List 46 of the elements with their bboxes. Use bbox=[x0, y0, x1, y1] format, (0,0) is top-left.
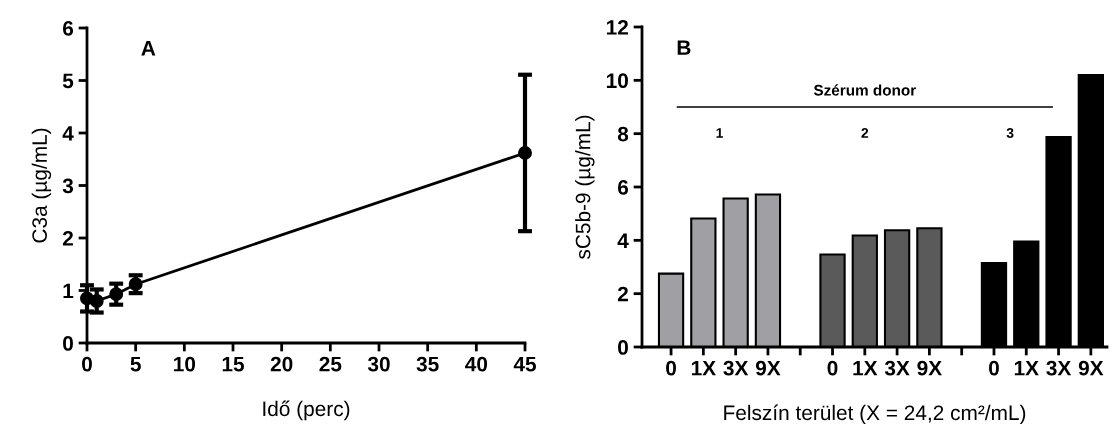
x-tick-label: 40 bbox=[465, 356, 488, 372]
annotation: 2 bbox=[861, 128, 869, 138]
x-axis-title: Felszín terület (X = 24,2 cm²/mL) bbox=[724, 404, 1026, 424]
annotation: B bbox=[677, 40, 691, 55]
y-axis-title: sC5b-9 (µg/mL) bbox=[575, 115, 595, 259]
y-tick-label: 8 bbox=[617, 126, 629, 142]
x-tick-label: 1X bbox=[691, 360, 716, 376]
x-tick-label: 0 bbox=[82, 356, 92, 372]
x-tick-label: 0 bbox=[666, 360, 676, 376]
x-tick-label: 3X bbox=[723, 360, 749, 376]
y-tick-label: 6 bbox=[617, 180, 629, 195]
y-tick-label: 0 bbox=[63, 336, 73, 351]
x-tick-label: 15 bbox=[222, 356, 245, 372]
x-tick-label: 0 bbox=[827, 360, 838, 376]
y-tick-label: 5 bbox=[62, 73, 74, 89]
x-tick-label: 10 bbox=[174, 356, 196, 372]
ref-line-label: Szérum donor bbox=[813, 84, 916, 96]
y-tick-label: 0 bbox=[618, 340, 628, 355]
x-tick-label: 3X bbox=[1046, 360, 1072, 376]
y-tick-label: 4 bbox=[62, 126, 74, 141]
x-tick-label: 5 bbox=[130, 356, 141, 372]
annotation: 3 bbox=[1006, 128, 1014, 138]
y-tick-label: 6 bbox=[62, 21, 74, 36]
y-tick-label: 2 bbox=[62, 231, 73, 246]
x-tick-label: 45 bbox=[513, 356, 537, 372]
annotation: 1 bbox=[716, 128, 723, 138]
x-tick-label: 30 bbox=[367, 356, 390, 372]
y-tick-label: 4 bbox=[617, 233, 629, 248]
y-tick-label: 12 bbox=[606, 20, 628, 35]
x-axis-title: Idő (perc) bbox=[263, 400, 350, 421]
x-tick-label: 35 bbox=[416, 356, 439, 372]
y-axis-title: C3a (µg/mL) bbox=[31, 128, 52, 243]
x-tick-label: 1X bbox=[1014, 360, 1039, 376]
y-tick-label: 1 bbox=[63, 283, 74, 299]
y-tick-label: 10 bbox=[606, 73, 628, 89]
x-tick-label: 9X bbox=[1078, 360, 1104, 376]
x-tick-label: 1X bbox=[853, 360, 878, 376]
x-tick-label: 25 bbox=[319, 356, 342, 372]
annotation: A bbox=[141, 41, 156, 56]
x-tick-label: 0 bbox=[989, 360, 999, 376]
y-tick-label: 2 bbox=[617, 286, 628, 302]
y-tick-label: 3 bbox=[62, 178, 74, 194]
x-tick-label: 20 bbox=[270, 356, 293, 372]
x-tick-label: 9X bbox=[917, 360, 942, 376]
x-tick-label: 3X bbox=[884, 360, 910, 376]
x-tick-label: 9X bbox=[755, 360, 781, 376]
